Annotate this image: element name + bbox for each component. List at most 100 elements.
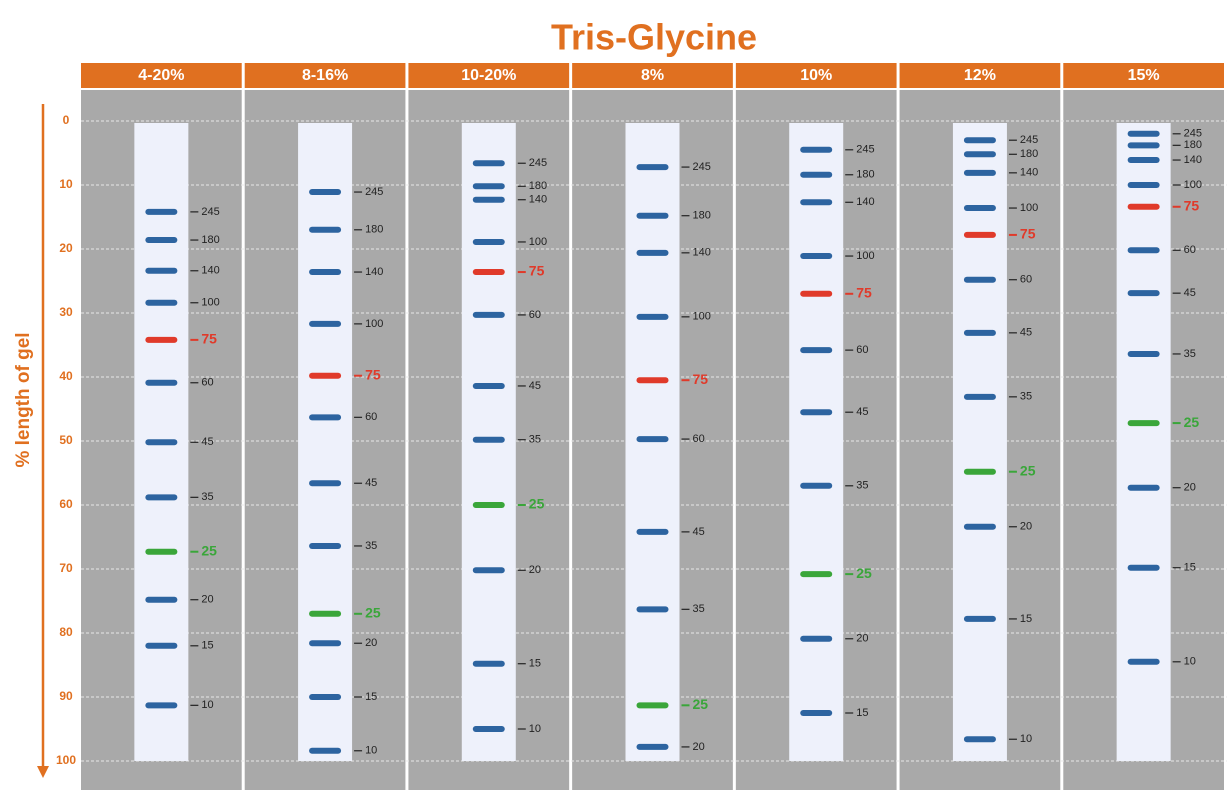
- band-label: 75: [856, 285, 872, 301]
- band: [636, 164, 669, 171]
- band-label: 140: [1184, 154, 1202, 166]
- band: [472, 269, 505, 276]
- band: [309, 372, 342, 379]
- band: [145, 596, 178, 603]
- band-label: 15: [201, 640, 213, 652]
- band-label: 180: [529, 180, 547, 192]
- header-bar: [408, 63, 570, 88]
- band-label: 75: [365, 366, 381, 382]
- y-tick-label: 40: [59, 369, 73, 383]
- band: [963, 615, 996, 622]
- band-label: 245: [856, 144, 874, 156]
- gel-strip: [789, 123, 844, 761]
- band-label: 20: [529, 564, 541, 576]
- band: [309, 320, 342, 327]
- band-label: 20: [856, 633, 868, 645]
- band-label: 35: [693, 603, 705, 615]
- band-label: 35: [856, 480, 868, 492]
- band-label: 25: [1184, 414, 1200, 430]
- band-label: 60: [693, 433, 705, 445]
- band-label: 140: [365, 266, 383, 278]
- band: [800, 571, 833, 578]
- band-label: 180: [365, 224, 383, 236]
- band: [309, 610, 342, 617]
- band-label: 140: [529, 194, 547, 206]
- band: [309, 414, 342, 421]
- band: [636, 249, 669, 256]
- band: [1127, 142, 1160, 149]
- band-label: 100: [201, 297, 219, 309]
- band-label: 45: [693, 526, 705, 538]
- band-label: 35: [1184, 348, 1196, 360]
- band: [309, 640, 342, 647]
- band: [800, 482, 833, 489]
- band-label: 45: [365, 477, 377, 489]
- band-label: 35: [529, 434, 541, 446]
- band: [800, 171, 833, 178]
- band-label: 15: [365, 691, 377, 703]
- band: [472, 196, 505, 203]
- band: [963, 231, 996, 238]
- y-tick-label: 60: [59, 497, 73, 511]
- band: [963, 276, 996, 283]
- band-label: 20: [1020, 521, 1032, 533]
- band: [1127, 658, 1160, 665]
- band-label: 100: [693, 311, 711, 323]
- band-label: 180: [1184, 139, 1202, 151]
- band-label: 140: [856, 196, 874, 208]
- y-tick-label: 0: [63, 113, 70, 127]
- band: [309, 189, 342, 196]
- band: [309, 226, 342, 233]
- band: [309, 269, 342, 276]
- band-label: 15: [1184, 562, 1196, 574]
- band: [636, 212, 669, 219]
- band: [472, 726, 505, 732]
- band-label: 180: [693, 210, 711, 222]
- band-label: 60: [201, 377, 213, 389]
- y-tick-label: 50: [59, 433, 73, 447]
- band: [800, 635, 833, 642]
- band-label: 140: [1020, 167, 1038, 179]
- band: [963, 468, 996, 475]
- lane-header: 10%: [800, 67, 832, 84]
- lane-header: 8%: [641, 67, 664, 84]
- band-label: 25: [365, 605, 381, 621]
- band-label: 245: [529, 157, 547, 169]
- band-label: 60: [1184, 244, 1196, 256]
- band-label: 60: [856, 344, 868, 356]
- band-label: 75: [1184, 197, 1200, 213]
- y-axis-arrowhead: [37, 766, 49, 778]
- band-label: 15: [1020, 613, 1032, 625]
- gel-strip: [952, 123, 1007, 761]
- band: [145, 494, 178, 501]
- band: [1127, 157, 1160, 164]
- band: [472, 567, 505, 574]
- band: [1127, 420, 1160, 427]
- band-label: 100: [856, 250, 874, 262]
- band-label: 20: [365, 637, 377, 649]
- band: [145, 336, 178, 343]
- band-label: 20: [1184, 482, 1196, 494]
- header-bar: [735, 63, 897, 88]
- band-label: 45: [529, 380, 541, 392]
- band-label: 45: [201, 436, 213, 448]
- band-label: 245: [693, 161, 711, 173]
- band-label: 100: [365, 318, 383, 330]
- band: [472, 160, 505, 167]
- band: [963, 523, 996, 530]
- band-label: 25: [201, 542, 217, 558]
- band-label: 25: [529, 496, 545, 512]
- band-label: 10: [201, 699, 213, 711]
- band-label: 75: [529, 263, 545, 279]
- band: [1127, 564, 1160, 571]
- lane-header: 10-20%: [461, 67, 516, 84]
- header-bar: [1063, 63, 1224, 88]
- band: [1127, 247, 1160, 254]
- chart-title: Tris-Glycine: [551, 17, 757, 58]
- y-tick-label: 80: [59, 625, 73, 639]
- band: [1127, 350, 1160, 357]
- band-label: 25: [693, 696, 709, 712]
- band-label: 35: [365, 540, 377, 552]
- band: [963, 151, 996, 158]
